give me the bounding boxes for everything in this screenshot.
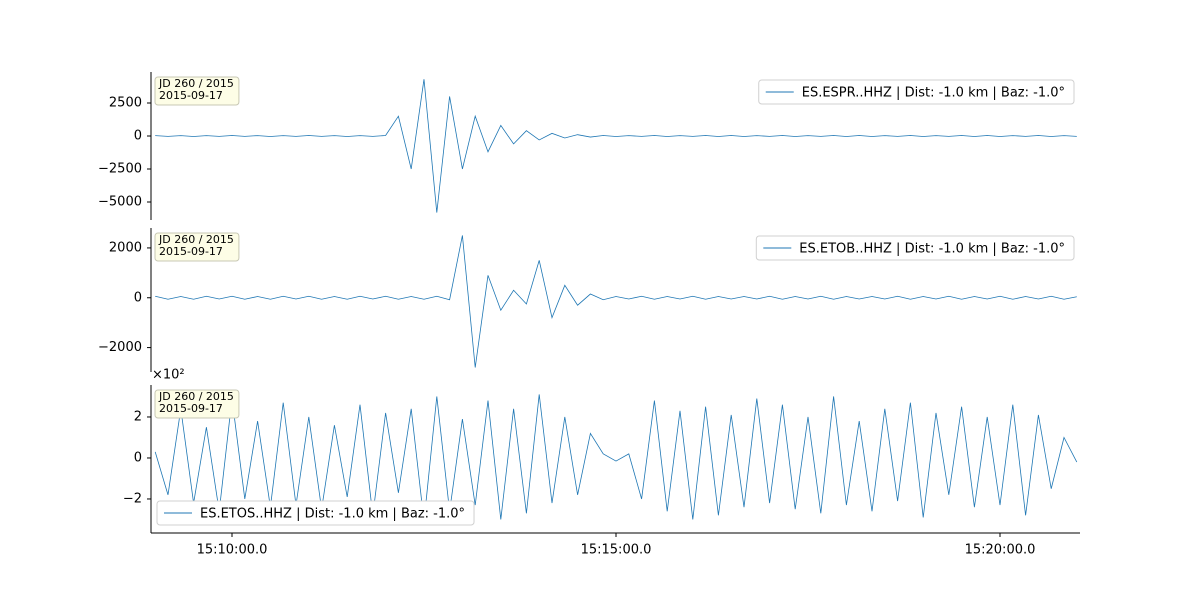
- legend-label: ES.ETOB..HHZ | Dist: -1.0 km | Baz: -1.0…: [799, 242, 1065, 257]
- legend: ES.ETOB..HHZ | Dist: -1.0 km | Baz: -1.0…: [755, 235, 1075, 261]
- y-tick-label: −5000: [98, 194, 142, 209]
- y-tick-label: −2500: [98, 161, 142, 176]
- legend: ES.ESPR..HHZ | Dist: -1.0 km | Baz: -1.0…: [758, 79, 1075, 105]
- trace: [154, 394, 1078, 522]
- annotation-text: JD 260 / 2015: [158, 390, 234, 403]
- annotation-box: [154, 389, 240, 419]
- legend-box: [758, 79, 1075, 105]
- y-tick-label: 2000: [109, 240, 142, 255]
- annotation-text: 2015-09-17: [159, 402, 223, 415]
- legend-box: [755, 235, 1075, 261]
- annotation-text: 2015-09-17: [159, 245, 223, 258]
- annotation-box: [154, 232, 240, 262]
- x-tick-label: 15:10:00.0: [197, 543, 268, 558]
- legend-label: ES.ETOS..HHZ | Dist: -1.0 km | Baz: -1.0…: [200, 507, 465, 522]
- x-tick-label: 15:20:00.0: [965, 543, 1036, 558]
- annotation-text: 2015-09-17: [159, 89, 223, 102]
- y-tick-label: 0: [134, 290, 142, 305]
- offset-label: ×10²: [152, 368, 185, 383]
- y-tick-label: 0: [134, 128, 142, 143]
- x-tick-label: 15:15:00.0: [581, 543, 652, 558]
- annotation-box: [154, 76, 240, 106]
- y-tick-label: −2: [123, 491, 142, 506]
- trace: [155, 79, 1077, 213]
- y-tick-label: 2500: [109, 95, 142, 110]
- legend-label: ES.ESPR..HHZ | Dist: -1.0 km | Baz: -1.0…: [802, 86, 1065, 101]
- annotation-text: JD 260 / 2015: [158, 77, 234, 90]
- trace: [155, 235, 1077, 368]
- legend-box: [156, 500, 475, 526]
- y-tick-label: 0: [134, 450, 142, 465]
- annotation-text: JD 260 / 2015: [158, 233, 234, 246]
- y-tick-label: −2000: [98, 340, 142, 355]
- y-tick-label: 2: [134, 409, 142, 424]
- legend: ES.ETOS..HHZ | Dist: -1.0 km | Baz: -1.0…: [156, 500, 475, 526]
